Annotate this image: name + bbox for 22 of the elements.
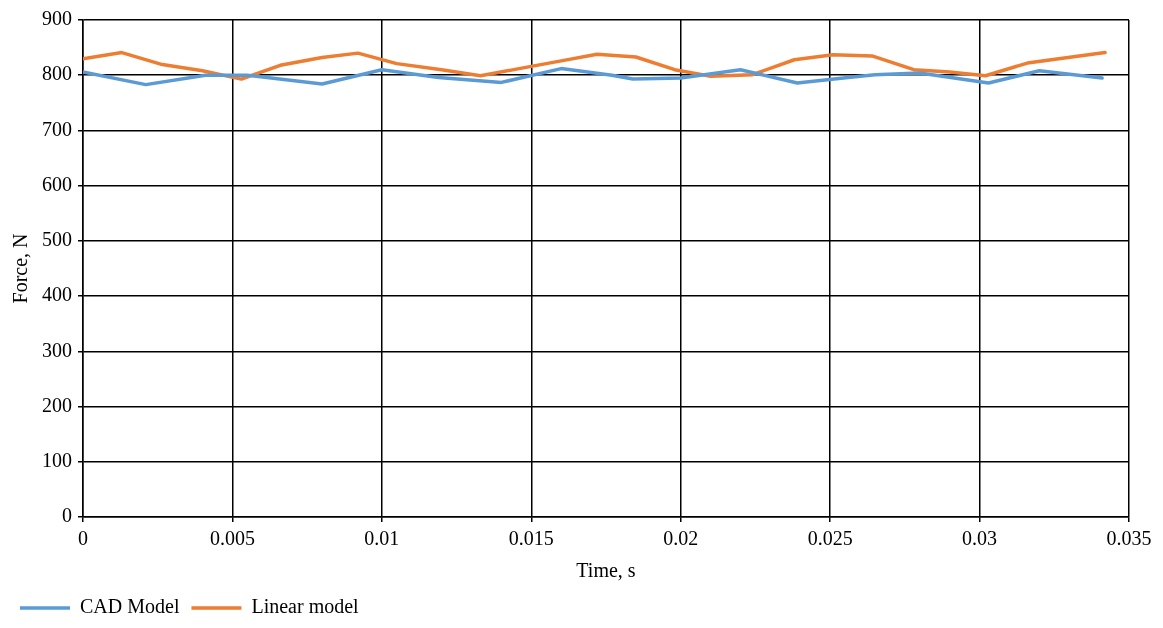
y-tick-label: 700 (42, 117, 72, 140)
x-tick-label: 0.02 (663, 527, 699, 550)
y-tick-label: 0 (62, 504, 72, 527)
x-tick-label: 0 (78, 527, 88, 550)
legend-label: Linear model (251, 595, 360, 618)
y-tick-label: 800 (42, 62, 72, 85)
x-tick-label: 0.03 (962, 527, 998, 550)
y-axis-title: Force, N (9, 233, 32, 304)
x-tick-label: 0.035 (1106, 527, 1152, 550)
y-tick-label: 300 (42, 338, 72, 361)
x-tick-label: 0.01 (364, 527, 400, 550)
y-tick-label: 500 (42, 228, 72, 251)
legend-label: CAD Model (80, 595, 180, 618)
x-tick-label: 0.015 (508, 527, 554, 550)
y-tick-label: 600 (42, 172, 72, 195)
y-tick-label: 100 (42, 449, 72, 472)
x-tick-label: 0.005 (209, 527, 255, 550)
y-tick-label: 200 (42, 393, 72, 416)
x-axis-title: Time, s (576, 559, 636, 582)
x-tick-label: 0.025 (807, 527, 853, 550)
y-tick-label: 900 (42, 7, 72, 30)
y-tick-label: 400 (42, 283, 72, 306)
